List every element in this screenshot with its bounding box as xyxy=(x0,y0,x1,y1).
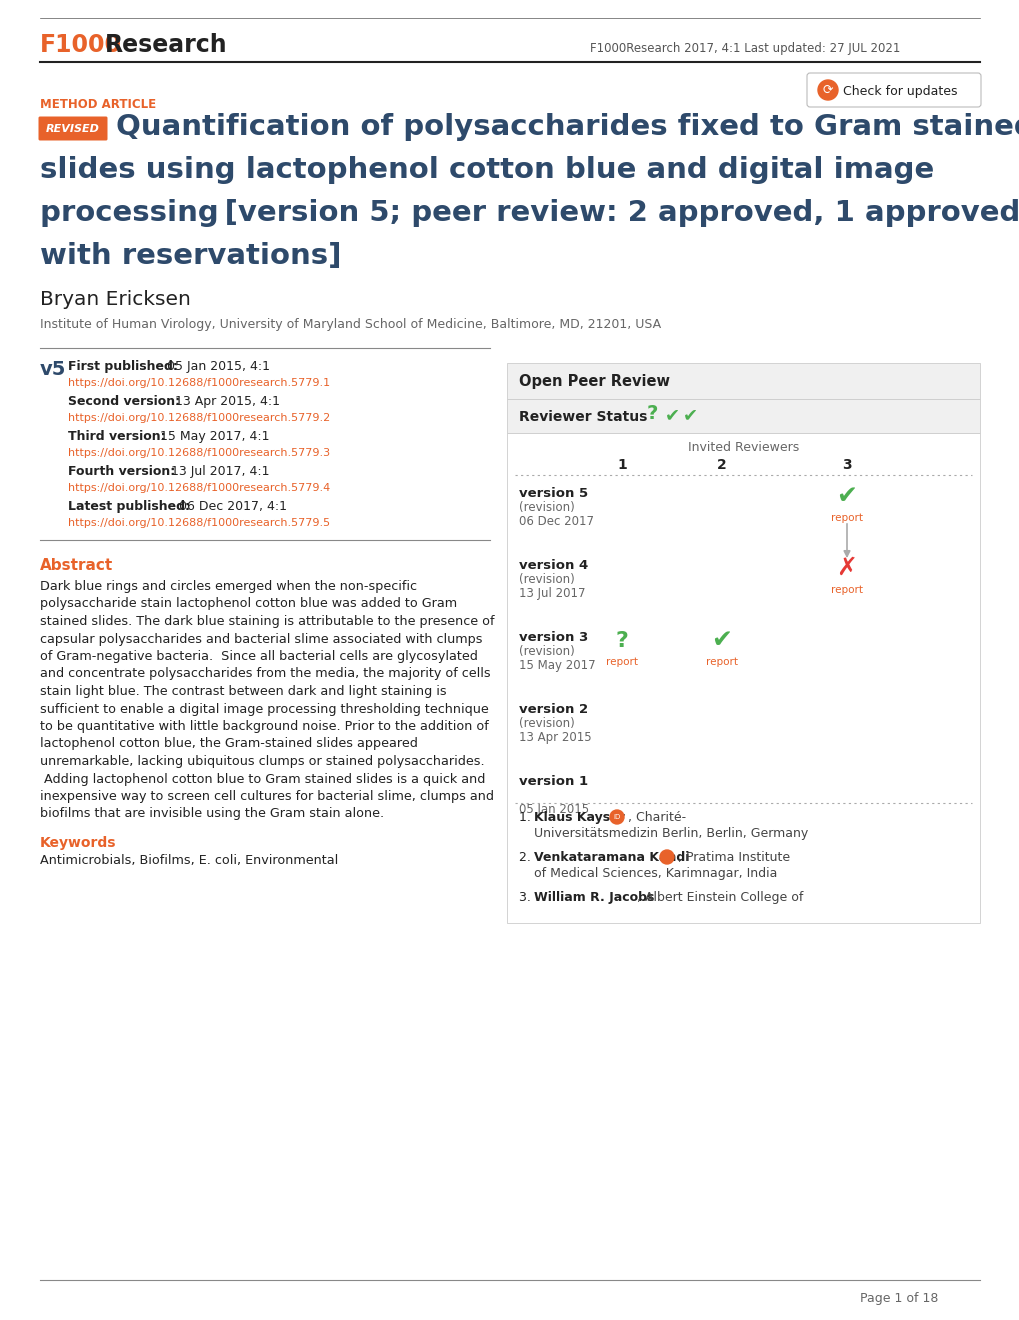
Text: report: report xyxy=(705,657,738,667)
Text: 06 Dec 2017, 4:1: 06 Dec 2017, 4:1 xyxy=(175,500,286,513)
Text: Quantification of polysaccharides fixed to Gram stained: Quantification of polysaccharides fixed … xyxy=(116,114,1019,141)
Text: version 2: version 2 xyxy=(519,704,588,715)
Text: version 5: version 5 xyxy=(519,487,588,500)
Text: F1000Research 2017, 4:1 Last updated: 27 JUL 2021: F1000Research 2017, 4:1 Last updated: 27… xyxy=(589,42,900,55)
Text: Open Peer Review: Open Peer Review xyxy=(519,374,669,389)
Text: Abstract: Abstract xyxy=(40,558,113,573)
Text: 13 Jul 2017, 4:1: 13 Jul 2017, 4:1 xyxy=(167,465,269,478)
Text: v5: v5 xyxy=(40,360,66,379)
Text: (revision): (revision) xyxy=(519,573,574,586)
Text: ✔: ✔ xyxy=(836,484,857,508)
Circle shape xyxy=(659,850,674,865)
Text: ⟳: ⟳ xyxy=(822,83,833,96)
Text: Invited Reviewers: Invited Reviewers xyxy=(687,441,798,454)
FancyBboxPatch shape xyxy=(806,73,980,107)
Text: processing [version 5; peer review: 2 approved, 1 approved: processing [version 5; peer review: 2 ap… xyxy=(40,199,1019,227)
Text: ✔: ✔ xyxy=(683,407,697,424)
FancyBboxPatch shape xyxy=(506,399,979,433)
Text: Research: Research xyxy=(105,33,227,57)
Text: inexpensive way to screen cell cultures for bacterial slime, clumps and: inexpensive way to screen cell cultures … xyxy=(40,789,493,803)
Text: F1000: F1000 xyxy=(40,33,122,57)
Text: , Pratima Institute: , Pratima Institute xyxy=(678,851,790,865)
Text: https://doi.org/10.12688/f1000research.5779.4: https://doi.org/10.12688/f1000research.5… xyxy=(68,483,330,492)
Text: polysaccharide stain lactophenol cotton blue was added to Gram: polysaccharide stain lactophenol cotton … xyxy=(40,598,457,610)
Text: stain light blue. The contrast between dark and light staining is: stain light blue. The contrast between d… xyxy=(40,685,446,698)
Text: 3.: 3. xyxy=(519,891,534,904)
Text: Page 1 of 18: Page 1 of 18 xyxy=(859,1292,937,1305)
Text: METHOD ARTICLE: METHOD ARTICLE xyxy=(40,98,156,111)
Text: of Gram-negative bacteria.  Since all bacterial cells are glycosylated: of Gram-negative bacteria. Since all bac… xyxy=(40,649,478,663)
Text: Second version:: Second version: xyxy=(68,395,180,408)
Text: ?: ? xyxy=(646,404,657,422)
Text: 13 Jul 2017: 13 Jul 2017 xyxy=(519,587,585,601)
Text: 2.: 2. xyxy=(519,851,534,865)
Text: report: report xyxy=(830,585,862,595)
Text: stained slides. The dark blue staining is attributable to the presence of: stained slides. The dark blue staining i… xyxy=(40,615,494,628)
Text: 15 May 2017, 4:1: 15 May 2017, 4:1 xyxy=(156,430,269,444)
Text: https://doi.org/10.12688/f1000research.5779.1: https://doi.org/10.12688/f1000research.5… xyxy=(68,378,330,388)
Text: ✗: ✗ xyxy=(836,556,857,579)
Text: REVISED: REVISED xyxy=(46,124,100,133)
Text: (revision): (revision) xyxy=(519,645,574,657)
Text: 2: 2 xyxy=(716,458,727,473)
Text: William R. Jacobs: William R. Jacobs xyxy=(534,891,654,904)
Text: https://doi.org/10.12688/f1000research.5779.2: https://doi.org/10.12688/f1000research.5… xyxy=(68,413,330,422)
Text: iD: iD xyxy=(612,814,620,820)
Text: ?: ? xyxy=(614,631,628,651)
Text: Universitätsmedizin Berlin, Berlin, Germany: Universitätsmedizin Berlin, Berlin, Germ… xyxy=(534,828,807,840)
Text: Keywords: Keywords xyxy=(40,836,116,850)
Text: Dark blue rings and circles emerged when the non-specific: Dark blue rings and circles emerged when… xyxy=(40,579,417,593)
Text: Antimicrobials, Biofilms, E. coli, Environmental: Antimicrobials, Biofilms, E. coli, Envir… xyxy=(40,854,338,867)
Text: unremarkable, lacking ubiquitous clumps or stained polysaccharides.: unremarkable, lacking ubiquitous clumps … xyxy=(40,755,484,768)
Text: capsular polysaccharides and bacterial slime associated with clumps: capsular polysaccharides and bacterial s… xyxy=(40,632,482,645)
Text: ✔: ✔ xyxy=(664,407,680,424)
Text: 05 Jan 2015: 05 Jan 2015 xyxy=(519,803,589,816)
Text: Reviewer Status: Reviewer Status xyxy=(519,411,647,424)
Text: Bryan Ericksen: Bryan Ericksen xyxy=(40,290,191,309)
FancyBboxPatch shape xyxy=(39,116,107,140)
Text: Klaus Kayser: Klaus Kayser xyxy=(534,810,624,824)
Text: ✔: ✔ xyxy=(711,628,732,652)
Text: sufficient to enable a digital image processing thresholding technique: sufficient to enable a digital image pro… xyxy=(40,702,488,715)
Text: https://doi.org/10.12688/f1000research.5779.3: https://doi.org/10.12688/f1000research.5… xyxy=(68,447,330,458)
Text: Latest published:: Latest published: xyxy=(68,500,190,513)
Text: Check for updates: Check for updates xyxy=(842,84,957,98)
Text: Fourth version:: Fourth version: xyxy=(68,465,175,478)
Text: to be quantitative with little background noise. Prior to the addition of: to be quantitative with little backgroun… xyxy=(40,719,488,733)
Text: 13 Apr 2015: 13 Apr 2015 xyxy=(519,731,591,744)
Text: report: report xyxy=(605,657,637,667)
Text: , Charité-: , Charité- xyxy=(628,810,686,824)
Text: https://doi.org/10.12688/f1000research.5779.5: https://doi.org/10.12688/f1000research.5… xyxy=(68,517,330,528)
Text: version 1: version 1 xyxy=(519,775,588,788)
Circle shape xyxy=(817,81,838,100)
Text: and concentrate polysaccharides from the media, the majority of cells: and concentrate polysaccharides from the… xyxy=(40,668,490,681)
Text: of Medical Sciences, Karimnagar, India: of Medical Sciences, Karimnagar, India xyxy=(534,867,776,880)
Text: 13 Apr 2015, 4:1: 13 Apr 2015, 4:1 xyxy=(171,395,280,408)
Text: 15 May 2017: 15 May 2017 xyxy=(519,659,595,672)
Text: Institute of Human Virology, University of Maryland School of Medicine, Baltimor: Institute of Human Virology, University … xyxy=(40,318,660,331)
FancyBboxPatch shape xyxy=(506,363,979,399)
Text: 1: 1 xyxy=(616,458,627,473)
Text: First published:: First published: xyxy=(68,360,177,374)
Text: biofilms that are invisible using the Gram stain alone.: biofilms that are invisible using the Gr… xyxy=(40,808,384,821)
Text: version 4: version 4 xyxy=(519,558,588,572)
Text: , Albert Einstein College of: , Albert Einstein College of xyxy=(637,891,803,904)
FancyBboxPatch shape xyxy=(506,433,979,923)
Text: slides using lactophenol cotton blue and digital image: slides using lactophenol cotton blue and… xyxy=(40,156,933,183)
Text: with reservations]: with reservations] xyxy=(40,242,341,271)
Text: version 3: version 3 xyxy=(519,631,588,644)
Text: Adding lactophenol cotton blue to Gram stained slides is a quick and: Adding lactophenol cotton blue to Gram s… xyxy=(40,772,485,785)
Text: 05 Jan 2015, 4:1: 05 Jan 2015, 4:1 xyxy=(163,360,270,374)
Circle shape xyxy=(609,810,624,824)
Text: report: report xyxy=(830,513,862,523)
Text: Third version:: Third version: xyxy=(68,430,165,444)
Text: 06 Dec 2017: 06 Dec 2017 xyxy=(519,515,593,528)
Text: (revision): (revision) xyxy=(519,717,574,730)
Text: lactophenol cotton blue, the Gram-stained slides appeared: lactophenol cotton blue, the Gram-staine… xyxy=(40,738,418,751)
Text: 3: 3 xyxy=(842,458,851,473)
Text: 1.: 1. xyxy=(519,810,534,824)
Text: (revision): (revision) xyxy=(519,502,574,513)
Text: Venkataramana Kandi: Venkataramana Kandi xyxy=(534,851,689,865)
